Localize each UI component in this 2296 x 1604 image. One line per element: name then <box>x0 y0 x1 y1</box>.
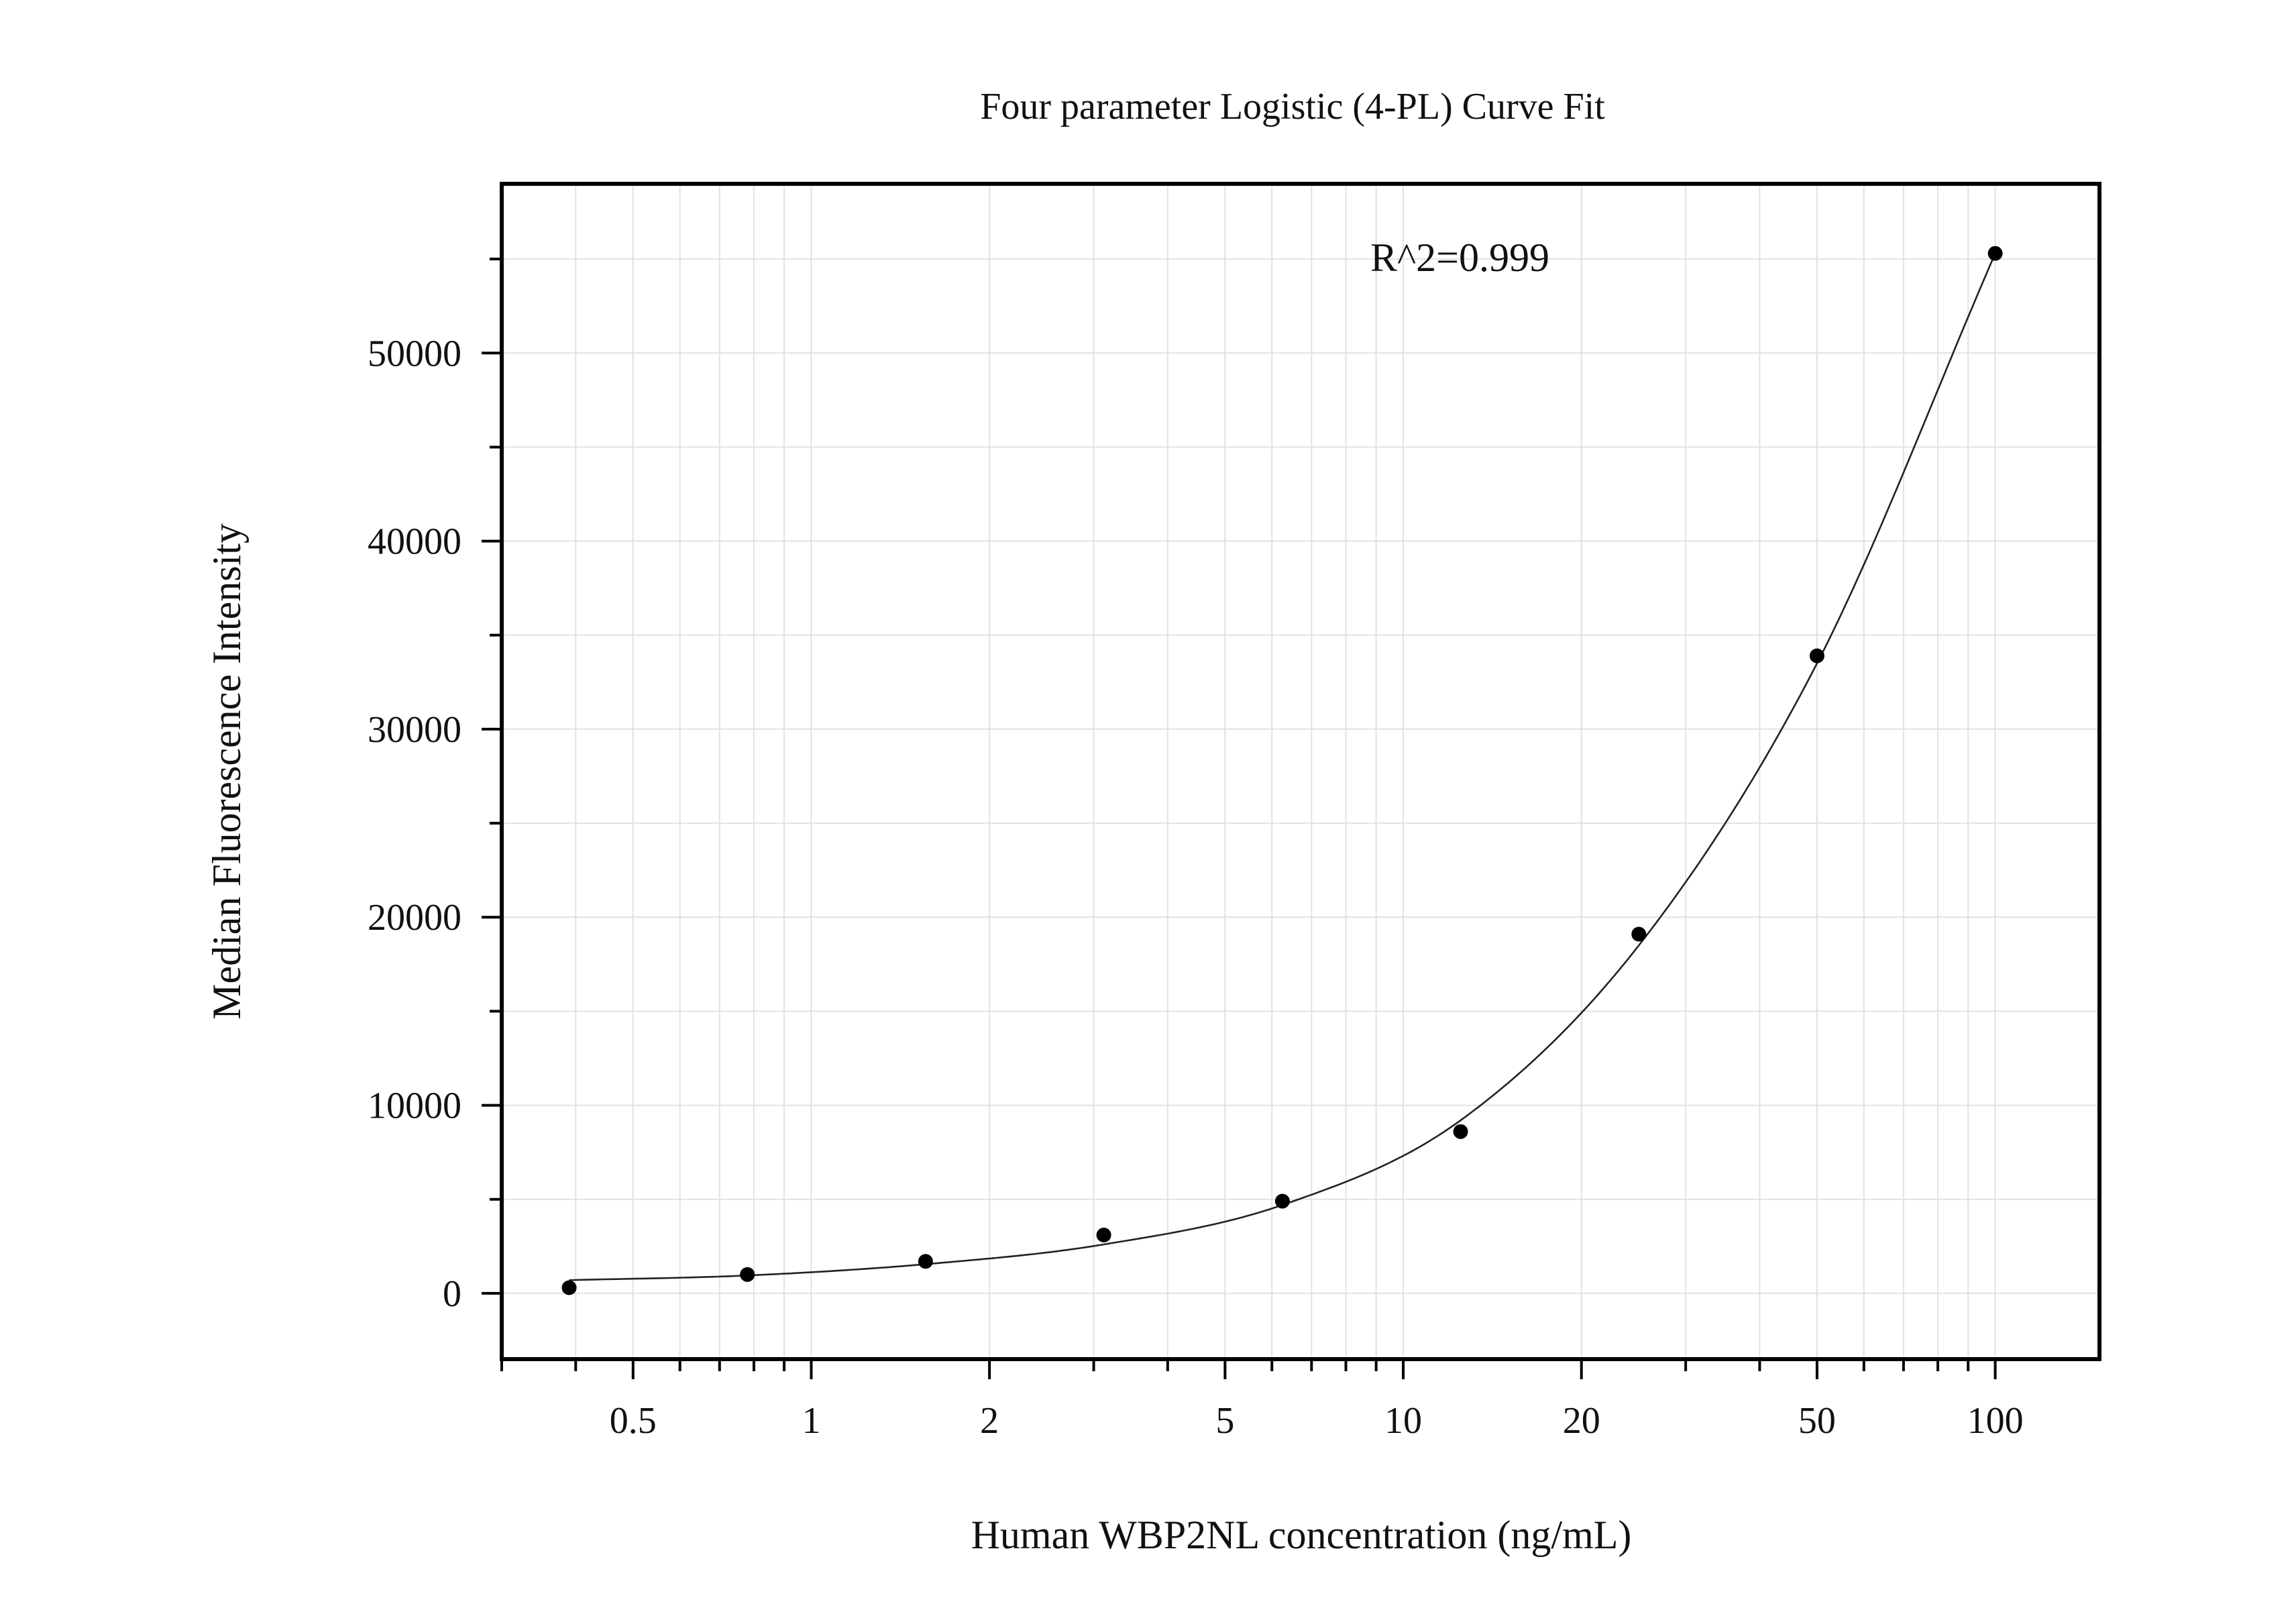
y-tick-labels: 0 10000 20000 30000 40000 50000 <box>368 333 461 1315</box>
y-tick-label: 30000 <box>368 709 461 751</box>
fit-curve-layer <box>569 253 1996 1281</box>
data-point <box>1096 1227 1111 1242</box>
data-point <box>1631 926 1647 942</box>
data-point <box>1987 246 2003 261</box>
data-point <box>918 1254 933 1269</box>
y-tick-label: 10000 <box>368 1085 461 1127</box>
r-squared-annotation: R^2=0.999 <box>1370 235 1549 280</box>
x-tick-label: 100 <box>1967 1400 2024 1442</box>
x-tick-label: 20 <box>1563 1400 1600 1442</box>
y-tick-label: 0 <box>443 1273 461 1315</box>
data-point <box>1809 648 1824 663</box>
x-tick-labels: 0.5 1 2 5 10 20 50 100 <box>610 1400 2024 1442</box>
x-tick-label: 5 <box>1215 1400 1234 1442</box>
fit-curve <box>569 253 1996 1281</box>
chart-title: Four parameter Logistic (4-PL) Curve Fit <box>980 86 1605 127</box>
data-point <box>740 1267 755 1282</box>
x-tick-label: 2 <box>980 1400 999 1442</box>
y-axis-label: Median Fluorescence Intensity <box>205 523 249 1020</box>
data-point <box>561 1280 577 1295</box>
ticks-layer <box>482 258 1997 1379</box>
x-tick-label: 1 <box>802 1400 820 1442</box>
grid-layer <box>501 184 2099 1359</box>
y-tick-label: 20000 <box>368 897 461 939</box>
x-tick-label: 50 <box>1798 1400 1836 1442</box>
y-tick-label: 50000 <box>368 333 461 374</box>
x-tick-label: 10 <box>1384 1400 1422 1442</box>
points-layer <box>561 246 2003 1295</box>
y-tick-label: 40000 <box>368 521 461 563</box>
data-point <box>1453 1124 1468 1139</box>
x-tick-label: 0.5 <box>610 1400 657 1442</box>
plot-frame <box>500 182 2101 1361</box>
x-axis-label: Human WBP2NL concentration (ng/mL) <box>971 1513 1632 1557</box>
data-point <box>1274 1193 1290 1209</box>
